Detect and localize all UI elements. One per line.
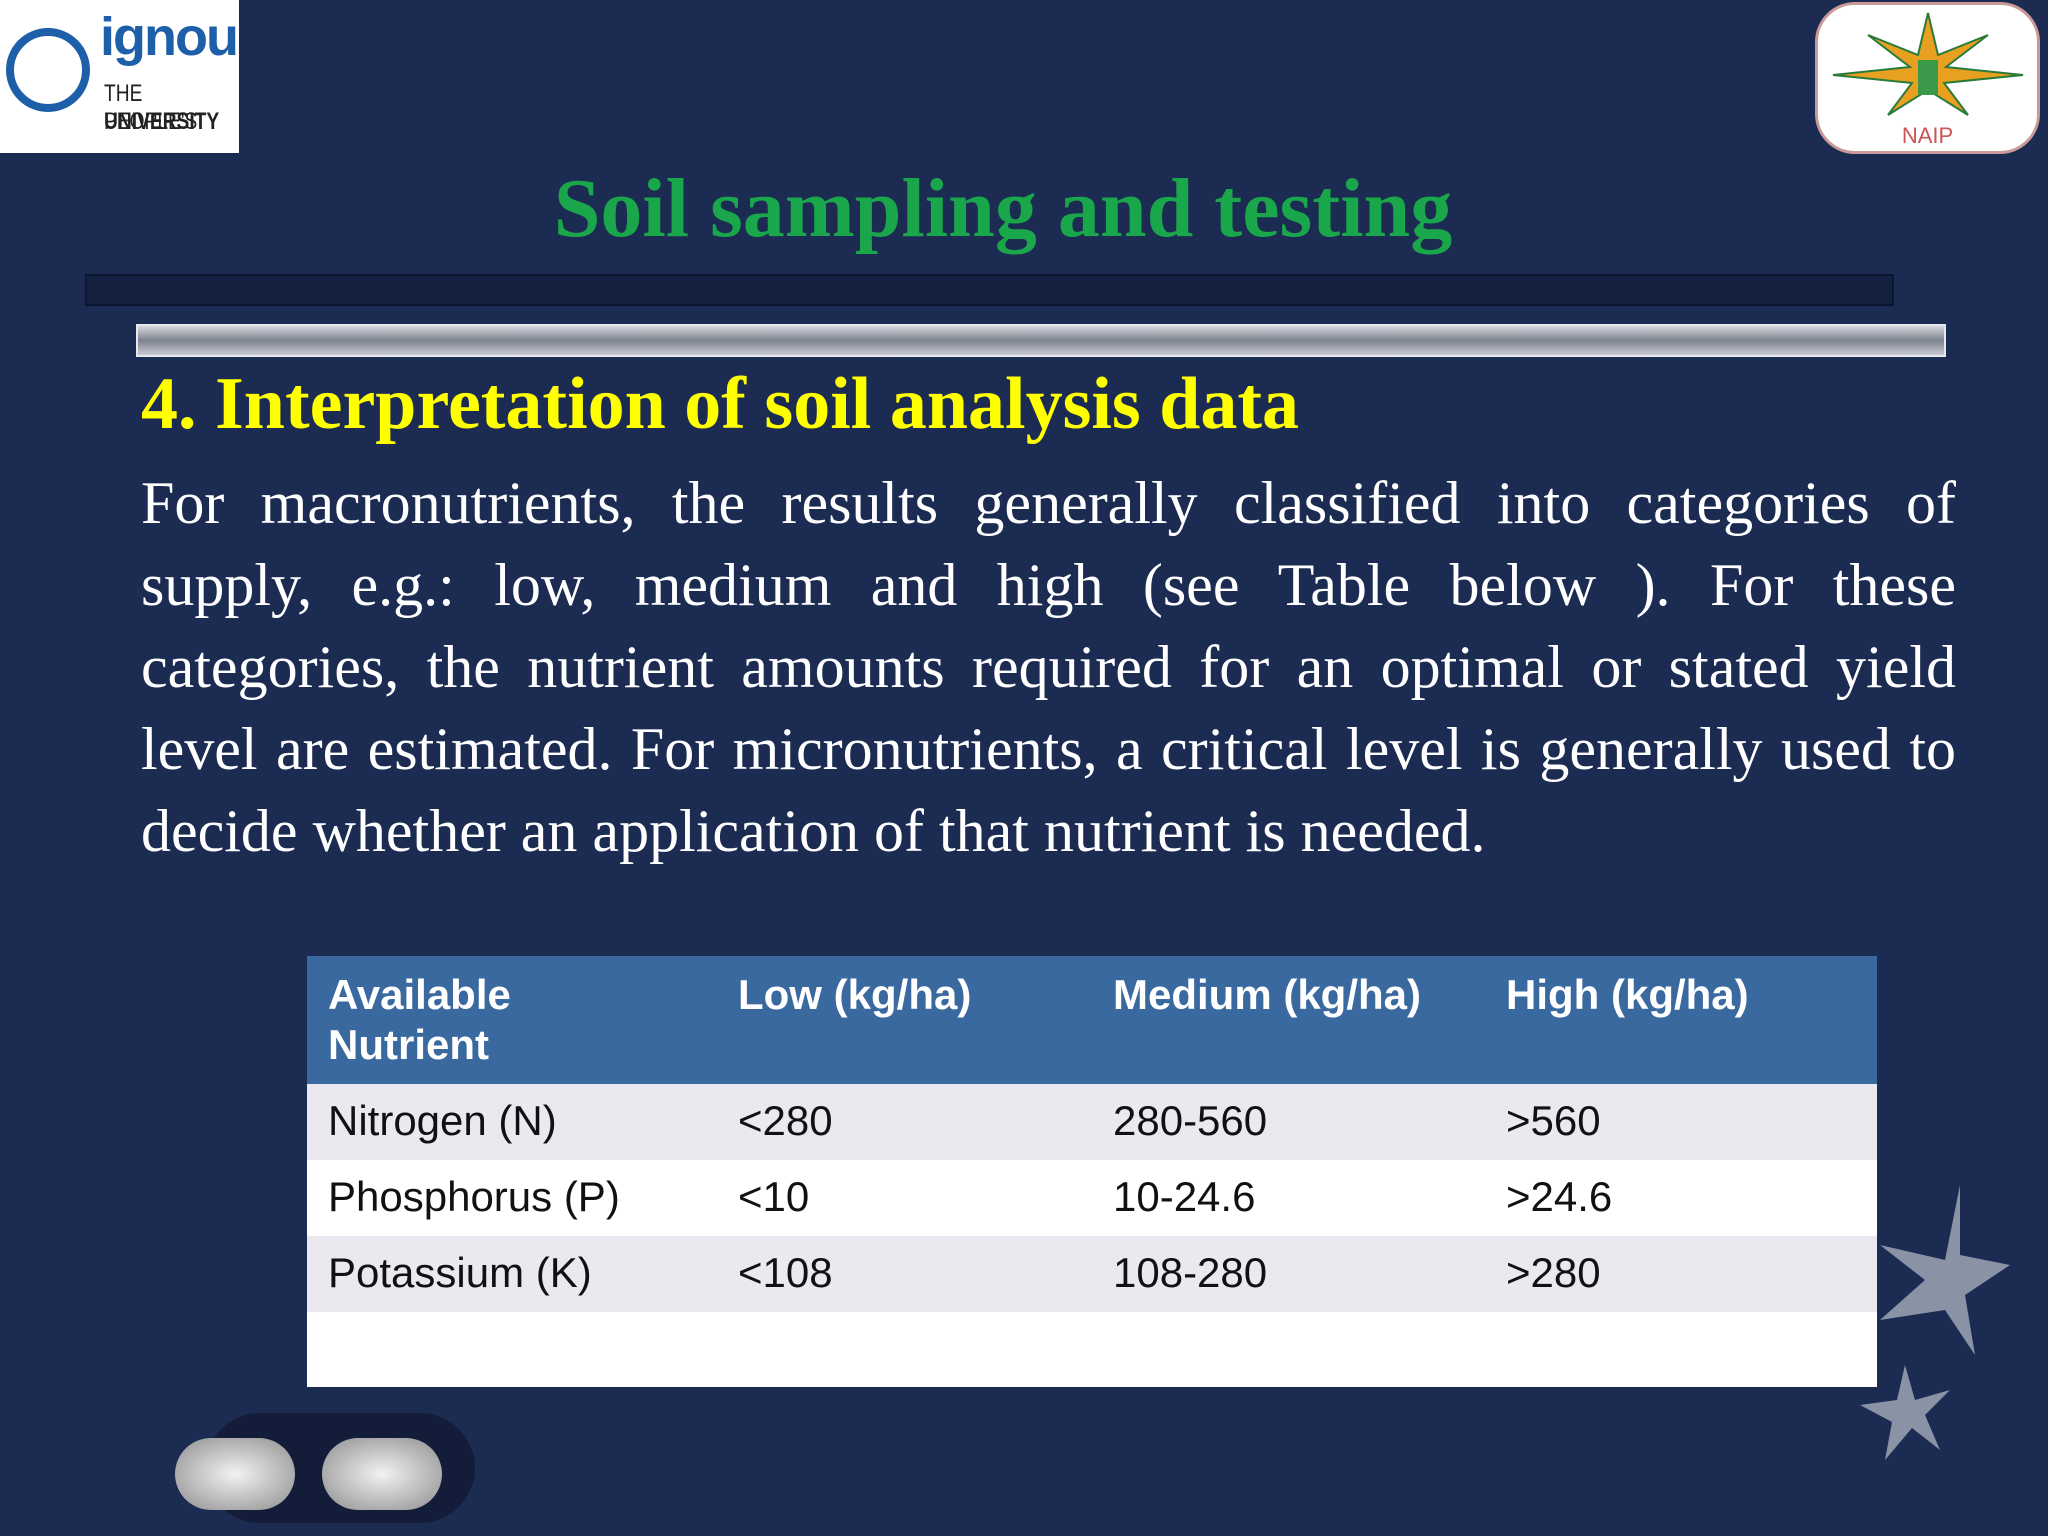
table-cell: >560: [1506, 1097, 1601, 1144]
divider: [85, 274, 1894, 306]
naip-logo: NAIP: [1815, 2, 2040, 154]
table-cell: <10: [738, 1173, 810, 1220]
table-cell: Potassium (K): [328, 1249, 592, 1296]
table-cell: 10-24.6: [1113, 1173, 1256, 1220]
prev-button[interactable]: [175, 1438, 295, 1510]
divider: [136, 324, 1946, 357]
table-cell: <280: [738, 1097, 833, 1144]
table-cell: <108: [738, 1249, 833, 1296]
table-row: Phosphorus (P) <10 10-24.6 >24.6: [307, 1160, 1877, 1236]
next-button[interactable]: [322, 1438, 442, 1510]
column-header: Medium (kg/ha): [1113, 971, 1422, 1018]
logo-line: UNIVERSITY: [104, 108, 220, 135]
logo-name: ignou: [100, 7, 239, 67]
column-header: High (kg/ha): [1506, 971, 1749, 1018]
table-cell: Phosphorus (P): [328, 1173, 620, 1220]
nutrient-table: Available Nutrient Low (kg/ha) Medium (kg/…: [307, 956, 1877, 1387]
logo-name: NAIP: [1901, 123, 1954, 148]
table-row: Potassium (K) <108 108-280 >280: [307, 1236, 1877, 1312]
column-header: Available Nutrient: [328, 971, 511, 1068]
table-header: Available Nutrient Low (kg/ha) Medium (kg/…: [307, 956, 1877, 1084]
section-heading: 4. Interpretation of soil analysis data: [141, 363, 1300, 445]
logo-line: THE PEOPLE'S: [104, 80, 198, 135]
column-header: Low (kg/ha): [738, 971, 972, 1018]
decor-stars: [1860, 1185, 2010, 1460]
logo-star: [1832, 12, 2024, 116]
paragraph: For macronutrients, the results generall…: [141, 470, 1956, 864]
table-row: Nitrogen (N) <280 280-560 >560: [307, 1084, 1877, 1160]
slide-title: Soil sampling and testing: [553, 162, 1453, 255]
table-cell: 108-280: [1113, 1249, 1268, 1296]
table-cell: 280-560: [1113, 1097, 1268, 1144]
table-cell: >24.6: [1506, 1173, 1613, 1220]
ignou-logo: ignou THE PEOPLE'S UNIVERSITY: [0, 0, 239, 153]
table-cell: >280: [1506, 1249, 1601, 1296]
logo-emblem: [6, 28, 90, 112]
table-cell: Nitrogen (N): [328, 1097, 557, 1144]
